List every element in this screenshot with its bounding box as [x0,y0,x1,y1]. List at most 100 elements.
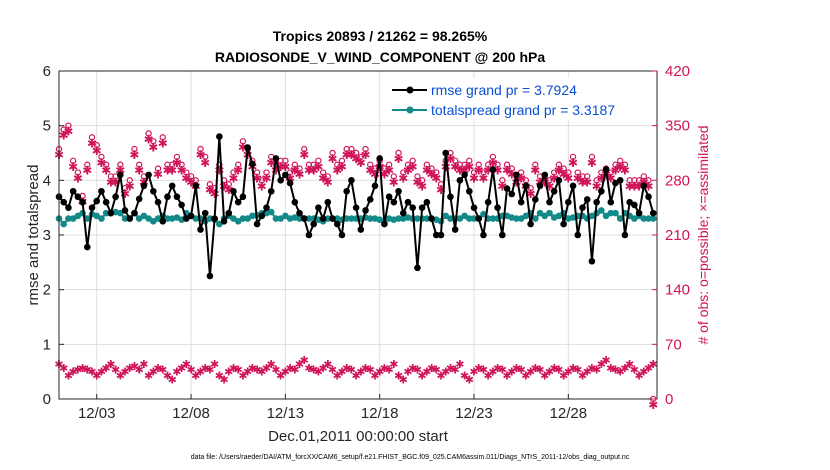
obs-assimilated-marker: ✱ [285,172,295,186]
obs-low-marker: ✱ [512,362,521,375]
obs-low-marker: ✱ [432,363,441,376]
obs-assimilated-marker: ✱ [266,156,276,170]
rmse-point [154,198,162,206]
obs-possible-marker [183,169,190,176]
obs-assimilated-marker: ✱ [346,148,356,162]
rmse-point [465,187,473,195]
obs-assimilated-marker: ✱ [610,164,620,178]
obs-low-marker: ✱ [630,363,639,376]
totalspread-point [414,215,421,222]
obs-low-marker: ✱ [125,362,134,375]
obs-possible-marker [93,141,100,149]
obs-low-marker: ✱ [276,370,285,383]
obs-possible-marker [126,177,133,184]
obs-assimilated-marker: ✱ [92,144,102,158]
obs-low-marker: ✱ [172,366,181,379]
obs-assimilated-marker: ✱ [276,160,286,174]
legend-spread-marker [406,106,414,114]
obs-low-marker: ✱ [578,370,587,383]
obs-possible-marker [178,161,185,168]
obs-assimilated-marker: ✱ [313,160,323,174]
y2-tick-label: 0 [665,391,673,408]
obs-assimilated-marker: ✱ [540,175,550,189]
obs-possible-marker [367,161,374,168]
y-tick-label: 3 [43,227,51,244]
rmse-point [83,243,91,251]
obs-low-marker: ✱ [59,362,68,375]
obs-low-marker: ✱ [356,366,365,379]
obs-low-marker: ✱ [394,370,403,383]
rmse-point [315,204,322,211]
rmse-point [616,177,624,184]
obs-assimilated-marker: ✱ [464,160,474,174]
obs-low-marker: ✱ [73,363,82,376]
rmse-point [494,204,501,211]
obs-assimilated-marker: ✱ [412,175,422,189]
obs-assimilated-marker: ✱ [87,136,97,150]
y2-tick-label: 280 [665,172,690,189]
obs-low-marker: ✱ [323,358,332,371]
obs-assimilated-marker: ✱ [129,148,139,162]
rmse-point [649,209,657,217]
obs-low-marker: ✱ [234,363,243,376]
rmse-point [187,212,195,220]
rmse-point [508,190,516,198]
obs-assimilated-marker: ✱ [139,175,149,189]
obs-possible-marker [319,169,327,176]
rmse-point [88,204,96,211]
rmse-point [117,171,124,179]
obs-assimilated-marker: ✱ [639,175,649,189]
obs-low-marker: ✱ [554,363,563,376]
rmse-point [635,209,643,217]
rmse-point [192,182,200,190]
totalspread-point [366,215,374,222]
obs-possible-marker [607,169,614,176]
obs-possible-marker [117,161,124,168]
obs-low-marker: ✱ [644,362,653,375]
rmse-point [352,204,360,211]
obs-possible-marker [470,169,478,176]
obs-low-marker: ✱ [97,366,106,379]
obs-low-marker: ✱ [290,363,299,376]
obs-low-marker: ✱ [285,362,294,375]
obs-low-marker: ✱ [427,362,436,375]
obs-possible-marker [555,161,563,168]
obs-assimilated-marker: ✱ [384,164,394,178]
rmse-point [131,209,138,217]
totalspread-point [616,215,624,222]
rmse-point [263,204,270,211]
obs-assimilated-marker: ✱ [82,164,92,178]
obs-assimilated-marker: ✱ [474,164,484,178]
obs-assimilated-marker: ✱ [625,179,635,193]
obs-possible-marker [475,161,482,168]
obs-low-marker: ✱ [389,358,398,371]
rmse-point [546,198,553,206]
totalspread-point [60,220,68,228]
obs-assimilated-marker: ✱ [205,183,215,197]
obs-assimilated-marker: ✱ [398,172,408,186]
obs-low-marker: ✱ [545,366,554,379]
rmse-point [560,220,567,228]
obs-low-marker: ✱ [210,358,219,371]
obs-possible-marker [461,161,468,168]
obs-low-marker: ✱ [380,362,389,375]
rmse-point [555,177,563,184]
obs-low-marker: ✱ [182,358,191,371]
totalspread-point [489,215,497,222]
obs-low-marker: ✱ [130,360,139,373]
totalspread-point [546,209,553,217]
rmse-point [135,195,143,203]
obs-low-marker: ✱ [446,362,455,375]
obs-low-marker: ✱ [616,366,625,379]
totalspread-point [98,215,105,222]
obs-assimilated-marker: ✱ [592,179,602,193]
obs-possible-marker [423,161,431,168]
obs-low-marker: ✱ [111,363,120,376]
obs-low-marker: ✱ [597,358,606,371]
obs-possible-marker [145,130,152,137]
obs-assimilated-marker: ✱ [634,179,644,193]
obs-assimilated-marker: ✱ [120,187,130,201]
obs-low-marker: ✱ [267,358,276,371]
obs-assimilated-marker: ✱ [445,152,455,166]
obs-low-marker: ✱ [219,373,228,386]
